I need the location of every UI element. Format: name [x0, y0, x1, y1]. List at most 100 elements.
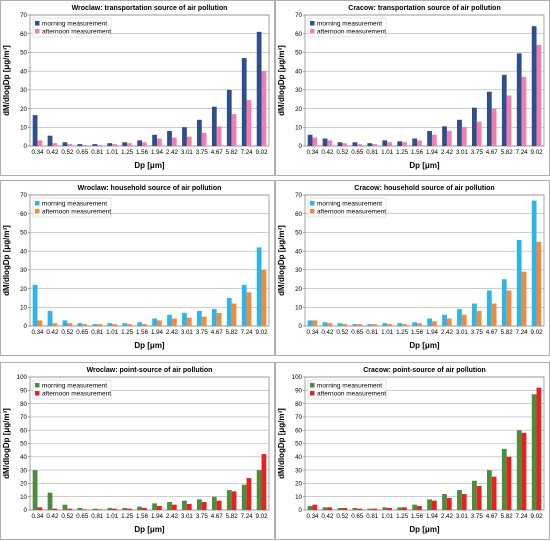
bar-afternoon [327, 140, 333, 146]
bar-afternoon [327, 507, 333, 510]
bar-morning [256, 31, 262, 146]
y-tick-label: 70 [295, 12, 302, 19]
x-tick-label: 1.56 [136, 329, 149, 336]
y-tick-label: 20 [20, 286, 27, 293]
legend-box [32, 197, 112, 218]
bar-afternoon [201, 132, 207, 146]
bar-afternoon [536, 241, 542, 326]
y-tick-label: 50 [295, 50, 302, 57]
x-tick-label: 2.42 [441, 513, 454, 520]
x-tick-label: 1.56 [411, 149, 424, 156]
y-tick-label: 70 [20, 192, 27, 199]
legend-swatch [35, 209, 40, 214]
x-tick-label: 3.75 [471, 149, 484, 156]
bar-morning [382, 507, 388, 510]
bar-morning [486, 470, 492, 510]
bar-morning [397, 323, 403, 326]
x-tick-label: 3.01 [181, 513, 194, 520]
x-tick-label: 1.56 [411, 329, 424, 336]
x-tick-label: 9.02 [531, 329, 544, 336]
bar-morning [211, 309, 217, 326]
y-tick-label: 50 [295, 230, 302, 237]
bar-afternoon [536, 387, 542, 510]
x-tick-label: 4.67 [486, 329, 499, 336]
bar-morning [107, 508, 113, 510]
y-tick-label: 50 [20, 50, 27, 57]
legend-label: morning measurement [42, 200, 107, 207]
bar-morning [77, 508, 83, 510]
bar-morning [442, 126, 447, 146]
bar-morning [322, 322, 328, 326]
x-tick-label: 0.52 [61, 513, 74, 520]
legend-swatch [35, 201, 40, 206]
plot-area [304, 194, 545, 327]
plot-area [29, 14, 270, 147]
bar-afternoon [201, 316, 207, 326]
bar-afternoon [446, 498, 452, 510]
bar-morning [197, 119, 202, 146]
y-axis-title: dM/dlogDp [μg/m³] [277, 408, 286, 479]
bar-afternoon [112, 144, 117, 146]
chart-title: Cracow: point-source of air pollution [363, 367, 486, 374]
plot-area [304, 376, 545, 511]
y-tick-label: 60 [20, 211, 27, 218]
bar-afternoon [506, 456, 512, 510]
x-tick-label: 1.56 [136, 149, 149, 156]
y-tick-label: 40 [295, 248, 302, 255]
bar-afternoon [171, 318, 177, 326]
bar-afternoon [216, 500, 222, 510]
x-tick-label: 5.82 [501, 513, 514, 520]
bar-afternoon [52, 323, 58, 326]
bar-afternoon [521, 76, 527, 146]
bar-morning [516, 53, 522, 146]
y-tick-label: 20 [295, 286, 302, 293]
y-axis-title: dM/dlogDp [μg/m³] [2, 408, 11, 479]
bar-morning [412, 322, 418, 326]
x-tick-label: 4.67 [211, 329, 224, 336]
y-tick-label: 70 [295, 192, 302, 199]
bar-morning [307, 506, 313, 510]
bar-afternoon [156, 138, 162, 146]
bar-afternoon [461, 494, 467, 510]
bar-afternoon [52, 508, 58, 510]
bar-morning [322, 507, 328, 510]
bar-afternoon [97, 324, 102, 326]
x-tick-label: 4.67 [486, 149, 499, 156]
x-tick-label: 9.02 [256, 513, 269, 520]
legend-label: afternoon measurement [317, 28, 386, 35]
bar-morning [122, 142, 128, 146]
legend-label: afternoon measurement [42, 208, 111, 215]
bar-morning [107, 323, 113, 326]
bar-morning [47, 311, 53, 326]
x-tick-label: 1.01 [106, 329, 119, 336]
chart-wroclaw-transportation: Wroclaw: transportation source of air po… [0, 0, 275, 176]
bar-afternoon [461, 127, 467, 146]
chart-title: Wroclaw: point-source of air pollution [87, 367, 213, 374]
y-tick-label: 60 [295, 31, 302, 38]
x-tick-label: 5.82 [226, 329, 239, 336]
y-tick-label: 10 [20, 304, 27, 311]
x-tick-label: 0.81 [366, 513, 379, 520]
x-tick-label: 1.25 [121, 149, 134, 156]
bar-afternoon [127, 143, 132, 146]
x-tick-label: 0.52 [336, 149, 349, 156]
y-tick-label: 10 [295, 124, 302, 131]
x-tick-label: 2.42 [166, 149, 179, 156]
x-tick-label: 1.94 [151, 149, 164, 156]
y-tick-label: 10 [20, 494, 27, 501]
chart-title: Cracow: transportation source of air pol… [348, 5, 500, 12]
x-tick-label: 0.81 [91, 329, 104, 336]
x-tick-label: 0.65 [351, 513, 364, 520]
bar-morning [47, 135, 53, 146]
bar-afternoon [171, 137, 177, 146]
y-tick-label: 40 [20, 248, 27, 255]
y-tick-label: 90 [295, 388, 302, 395]
bar-afternoon [82, 324, 88, 326]
bar-morning [226, 490, 232, 510]
bar-morning [62, 504, 68, 510]
bar-morning [307, 320, 313, 326]
bar-morning [226, 297, 232, 326]
legend-label: morning measurement [42, 20, 107, 27]
legend-swatch [35, 391, 40, 396]
